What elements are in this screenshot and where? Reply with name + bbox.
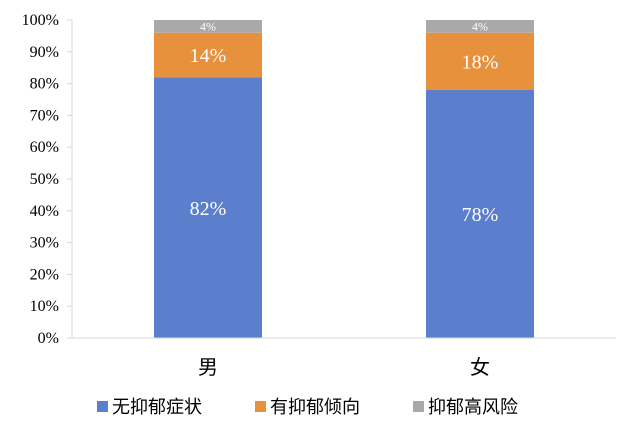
y-tick-label: 90% — [30, 44, 59, 61]
x-category-label: 女 — [470, 355, 490, 379]
legend: 无抑郁症状 有抑郁倾向 抑郁高风险 — [97, 397, 518, 418]
x-axis: 男女 — [72, 337, 616, 379]
y-tick-label: 10% — [30, 298, 59, 315]
bar-segment — [154, 32, 262, 78]
bar-segment — [154, 20, 262, 33]
data-label: 18% — [462, 52, 499, 74]
bar-segment — [426, 20, 534, 33]
y-tick-label: 0% — [38, 330, 59, 347]
legend-swatch — [413, 401, 424, 412]
legend-entry: 无抑郁症状 — [112, 397, 202, 418]
y-tick-label: 30% — [30, 235, 59, 252]
bar-segment — [154, 77, 262, 339]
y-tick-label: 50% — [30, 171, 59, 188]
x-category-label: 男 — [198, 355, 218, 379]
bars: 82% 14% 4% 78% 18% 4% — [154, 20, 534, 339]
y-tick-label: 80% — [30, 76, 59, 93]
bar-segment — [426, 89, 534, 339]
y-axis: 0% 10% 20% 30% 40% 50% 60% 70% 80% 90% 100% — [22, 12, 73, 347]
legend-entry: 有抑郁倾向 — [270, 397, 360, 418]
data-label: 4% — [200, 20, 216, 34]
y-tick-label: 70% — [30, 107, 59, 124]
y-tick-label: 100% — [22, 12, 59, 29]
data-label: 78% — [462, 204, 499, 226]
bar-segment — [426, 32, 534, 90]
legend-entry: 抑郁高风险 — [428, 397, 518, 418]
y-tick-label: 40% — [30, 203, 59, 220]
y-tick-label: 20% — [30, 266, 59, 283]
data-label: 4% — [472, 20, 488, 34]
y-tick-label: 60% — [30, 139, 59, 156]
legend-swatch — [255, 401, 266, 412]
data-label: 14% — [190, 45, 227, 67]
data-label: 82% — [190, 198, 227, 220]
legend-swatch — [97, 401, 108, 412]
